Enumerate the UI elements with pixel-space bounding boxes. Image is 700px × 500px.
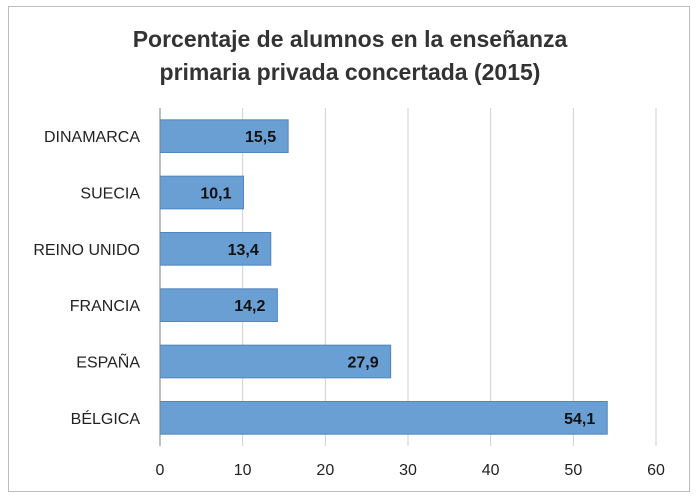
data-label: 13,4	[228, 242, 259, 259]
bars	[159, 119, 608, 435]
category-label: ESPAÑA	[76, 352, 140, 372]
x-tick-label: 10	[234, 462, 252, 479]
category-label: REINO UNIDO	[33, 242, 140, 259]
data-label: 15,5	[245, 129, 276, 146]
data-label: 10,1	[200, 186, 231, 203]
chart-title-line-2: primaria privada concertada (2015)	[160, 59, 541, 85]
x-tick-label: 60	[647, 462, 665, 479]
category-label: SUECIA	[80, 186, 140, 203]
labels: 0 10 20 30 40 50 60 DINAMARCA 15,5 SUECIA 10,1 REIN…	[33, 129, 665, 479]
category-label: FRANCIA	[70, 298, 141, 315]
x-tick-label: 0	[156, 462, 165, 479]
x-tick-label: 30	[399, 462, 417, 479]
chart-title-line-1: Porcentaje de alumnos en la enseñanza	[133, 26, 568, 52]
bar	[159, 344, 392, 379]
category-label: DINAMARCA	[44, 129, 140, 146]
data-label: 27,9	[347, 355, 378, 372]
bar	[159, 400, 608, 435]
x-tick-label: 50	[564, 462, 582, 479]
bar	[159, 231, 272, 266]
x-tick-label: 20	[316, 462, 334, 479]
data-label: 54,1	[564, 411, 595, 428]
category-label: BÉLGICA	[71, 409, 141, 428]
bar	[159, 288, 278, 323]
bar	[159, 175, 244, 210]
data-label: 14,2	[234, 298, 265, 315]
gridlines	[242, 108, 657, 446]
x-tick-label: 40	[482, 462, 500, 479]
